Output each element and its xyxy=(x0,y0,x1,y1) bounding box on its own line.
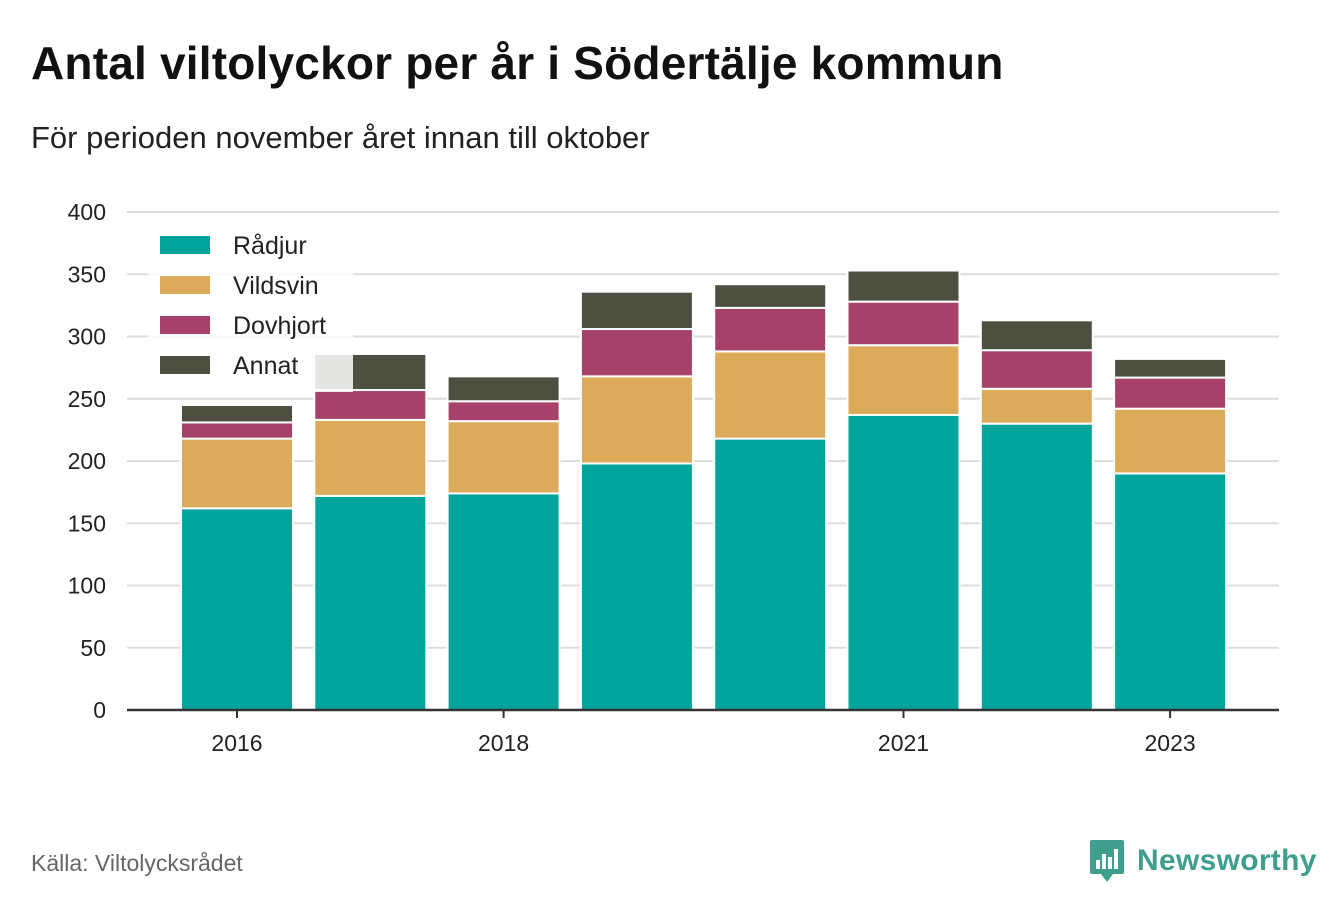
bars xyxy=(180,269,1228,712)
bar-segment-rådjur xyxy=(979,422,1094,711)
bar-segment-dovhjort xyxy=(713,306,828,353)
bar-segment-vildsvin xyxy=(446,420,561,495)
legend-swatch-annat xyxy=(160,356,210,374)
legend-label-dovhjort: Dovhjort xyxy=(233,312,326,340)
bar-segment-dovhjort xyxy=(579,328,694,378)
bar-segment-rådjur xyxy=(1113,472,1228,712)
bar-segment-vildsvin xyxy=(180,437,294,510)
legend-swatch-rådjur xyxy=(160,236,210,254)
legend: Rådjur Vildsvin Dovhjort Annat xyxy=(148,224,353,392)
legend-label-vildsvin: Vildsvin xyxy=(233,272,319,300)
bar-segment-dovhjort xyxy=(313,389,428,421)
chart-subtitle: För perioden november året innan till ok… xyxy=(31,120,650,155)
bar-segment-vildsvin xyxy=(1113,407,1228,475)
y-tick-label: 150 xyxy=(68,510,106,536)
bar-segment-annat xyxy=(713,283,828,309)
chart-title: Antal viltolyckor per år i Södertälje ko… xyxy=(31,37,1004,89)
bar-segment-vildsvin xyxy=(979,387,1094,425)
source-note: Källa: Viltolycksrådet xyxy=(31,850,243,876)
bar-segment-vildsvin xyxy=(313,418,428,497)
bar-segment-rådjur xyxy=(846,413,961,711)
bar-segment-annat xyxy=(1113,357,1228,379)
brand-name: Newsworthy xyxy=(1137,844,1317,877)
legend-swatch-vildsvin xyxy=(160,276,210,294)
brand-logo: Newsworthy xyxy=(1089,838,1317,884)
legend-swatch-dovhjort xyxy=(160,316,210,334)
bar-segment-annat xyxy=(579,290,694,331)
x-tick-label: 2018 xyxy=(478,730,529,756)
bar-segment-annat xyxy=(979,319,1094,352)
bar-segment-dovhjort xyxy=(979,349,1094,390)
x-axis-ticks: 2016 2018 2021 2023 xyxy=(211,710,1196,756)
y-axis-ticks: 0 50 100 150 200 250 300 350 400 xyxy=(68,199,106,723)
bar-segment-dovhjort xyxy=(446,400,561,423)
bar-segment-rådjur xyxy=(446,492,561,711)
bar-segment-dovhjort xyxy=(846,300,961,347)
y-tick-label: 0 xyxy=(93,697,106,723)
y-tick-label: 300 xyxy=(68,324,106,350)
bar-segment-dovhjort xyxy=(1113,376,1228,410)
y-tick-label: 50 xyxy=(80,635,106,661)
bar-segment-annat xyxy=(846,269,961,303)
bar-segment-vildsvin xyxy=(846,344,961,416)
bar-segment-vildsvin xyxy=(579,375,694,465)
bar-segment-rådjur xyxy=(579,462,694,711)
y-tick-label: 200 xyxy=(68,448,106,474)
bar-segment-annat xyxy=(446,375,561,403)
x-tick-label: 2021 xyxy=(878,730,929,756)
legend-label-rådjur: Rådjur xyxy=(233,232,307,260)
y-tick-label: 250 xyxy=(68,386,106,412)
x-tick-label: 2016 xyxy=(211,730,262,756)
bar-segment-rådjur xyxy=(713,437,828,711)
x-tick-label: 2023 xyxy=(1145,730,1196,756)
y-tick-label: 100 xyxy=(68,573,106,599)
y-tick-label: 350 xyxy=(68,261,106,287)
bar-segment-dovhjort xyxy=(180,421,294,440)
newsworthy-logo-icon xyxy=(1090,840,1124,882)
legend-label-annat: Annat xyxy=(233,352,298,380)
bar-segment-vildsvin xyxy=(713,350,828,440)
bar-segment-rådjur xyxy=(180,507,294,711)
y-tick-label: 400 xyxy=(68,199,106,225)
bar-segment-annat xyxy=(180,403,294,424)
bar-segment-rådjur xyxy=(313,494,428,711)
